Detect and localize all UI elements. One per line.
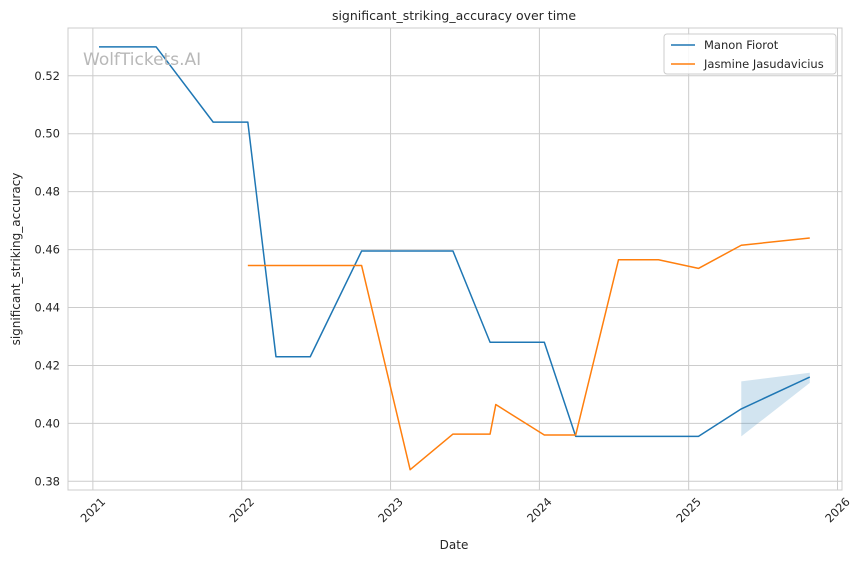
series-lines [98, 46, 811, 471]
confidence-band [741, 372, 810, 437]
x-tick-label: 2025 [673, 495, 704, 526]
x-tick-label: 2024 [524, 495, 555, 526]
x-tick-label: 2022 [226, 495, 257, 526]
grid [68, 28, 842, 490]
y-tick-label: 0.46 [34, 243, 60, 257]
x-tick-label: 2023 [375, 495, 406, 526]
y-tick-label: 0.44 [34, 301, 60, 315]
y-tick-label: 0.50 [34, 127, 60, 141]
series-line-manon-fiorot [98, 46, 811, 438]
x-axis-ticks: 2021 2022 2023 2024 2025 2026 [78, 495, 853, 526]
y-tick-label: 0.40 [34, 416, 60, 430]
legend-label: Jasmine Jasudavicius [703, 57, 824, 71]
confidence-band-area [741, 372, 810, 437]
watermark: WolfTickets.AI [83, 50, 201, 70]
chart-title: significant_striking_accuracy over time [332, 8, 576, 23]
y-axis-ticks: 0.38 0.40 0.42 0.44 0.46 0.48 0.50 0.52 [34, 69, 60, 489]
legend-label: Manon Fiorot [704, 38, 779, 52]
legend: Manon Fiorot Jasmine Jasudavicius [663, 33, 837, 75]
plot-area [67, 27, 843, 491]
y-axis-label: significant_striking_accuracy [9, 173, 23, 346]
legend-box [663, 33, 837, 75]
y-tick-label: 0.42 [34, 358, 60, 372]
x-tick-label: 2021 [78, 495, 109, 526]
y-tick-label: 0.48 [34, 185, 60, 199]
y-tick-label: 0.38 [34, 474, 60, 488]
series-line-jasmine-jasudavicius [247, 237, 810, 471]
y-tick-label: 0.52 [34, 69, 60, 83]
x-axis-label: Date [440, 538, 469, 552]
x-tick-label: 2026 [822, 495, 853, 526]
